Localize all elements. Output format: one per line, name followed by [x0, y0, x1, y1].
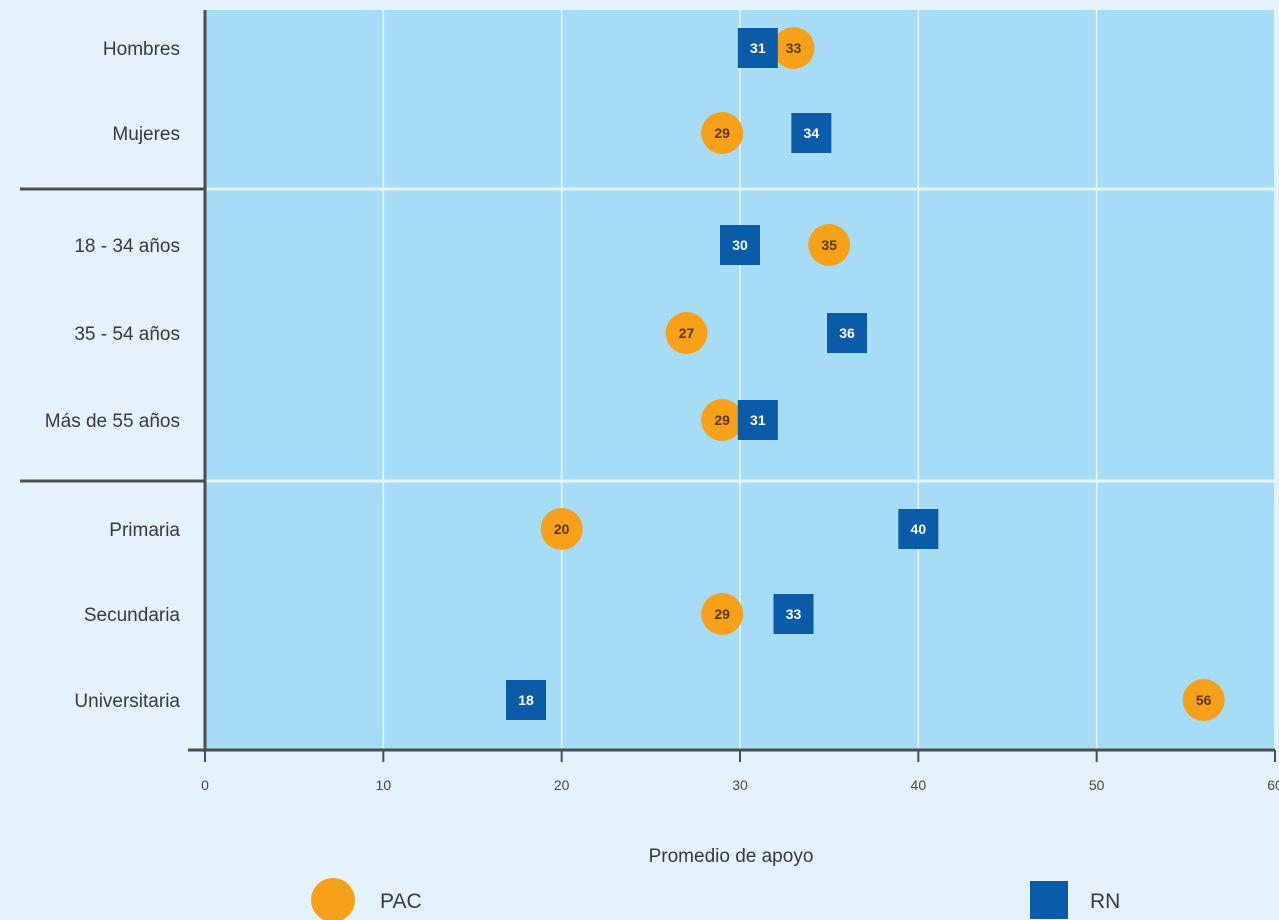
x-tick-label: 10	[376, 777, 392, 793]
point-pac	[701, 112, 744, 154]
category-label: Hombres	[103, 39, 180, 60]
data-label: 33	[786, 606, 802, 622]
data-label: 20	[554, 521, 570, 537]
point-rn	[737, 28, 778, 68]
data-label: 29	[714, 412, 730, 428]
category-label: 18 - 34 años	[74, 236, 180, 257]
point-pac	[772, 27, 815, 69]
data-label: 31	[750, 412, 766, 428]
legend-marker-pac	[311, 878, 355, 920]
legend-label-pac: PAC	[380, 890, 422, 913]
data-label: 40	[911, 521, 927, 537]
data-label: 29	[714, 125, 730, 141]
data-label: 30	[732, 237, 748, 253]
data-label: 35	[821, 237, 837, 253]
point-pac	[1182, 679, 1225, 721]
point-rn	[737, 400, 778, 440]
x-tick-label: 20	[554, 777, 570, 793]
x-tick-label: 40	[911, 777, 927, 793]
category-label: Más de 55 años	[45, 411, 180, 432]
category-label: 35 - 54 años	[74, 324, 180, 345]
point-pac	[540, 508, 583, 550]
point-rn	[506, 680, 546, 720]
category-label: Secundaria	[84, 605, 181, 626]
point-rn	[791, 113, 832, 153]
point-pac	[701, 399, 744, 441]
data-label: 18	[518, 692, 534, 708]
x-tick-label: 50	[1089, 777, 1105, 793]
x-tick-label: 60	[1267, 777, 1279, 793]
category-label: Mujeres	[112, 124, 180, 145]
point-pac	[665, 312, 708, 354]
point-rn	[827, 313, 867, 353]
data-label: 36	[839, 325, 855, 341]
point-pac	[808, 224, 851, 266]
data-label: 27	[679, 325, 695, 341]
category-label: Primaria	[109, 520, 180, 541]
data-label: 29	[714, 606, 730, 622]
data-label: 34	[804, 125, 820, 141]
legend-marker-rn	[1030, 881, 1068, 919]
x-tick-label: 30	[732, 777, 748, 793]
x-tick-label: 0	[201, 777, 209, 793]
point-rn	[898, 509, 939, 549]
category-label: Universitaria	[74, 691, 180, 712]
point-pac	[701, 593, 744, 635]
legend-label-rn: RN	[1090, 890, 1120, 913]
data-label: 33	[786, 40, 802, 56]
point-rn	[773, 594, 814, 634]
point-rn	[720, 225, 760, 265]
x-axis-title: Promedio de apoyo	[649, 846, 814, 867]
data-label: 56	[1196, 692, 1212, 708]
data-label: 31	[750, 40, 766, 56]
